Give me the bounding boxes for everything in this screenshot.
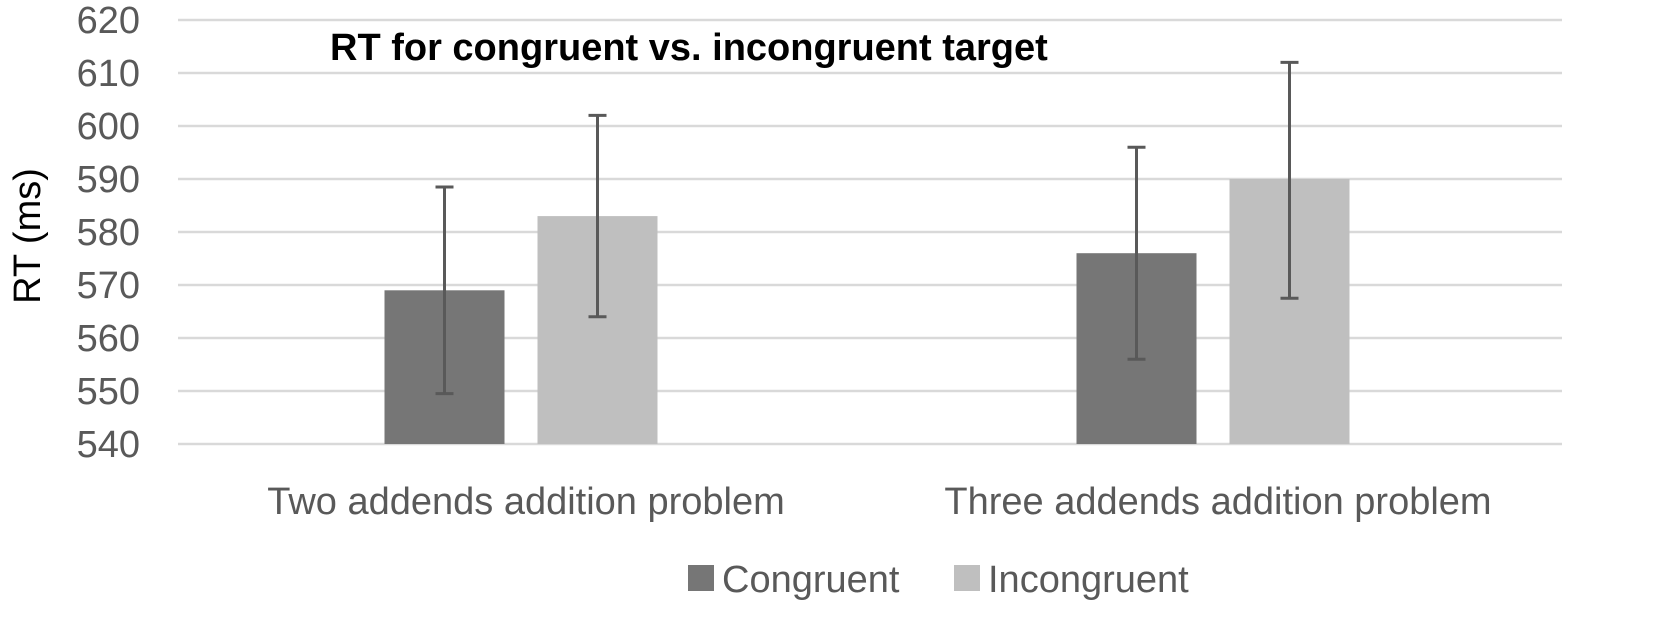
x-axis-categories: Two addends addition problem Three addend… — [267, 481, 1491, 523]
x-category-label: Three addends addition problem — [944, 481, 1491, 523]
legend-swatch-incongruent — [954, 565, 980, 591]
y-tick-label: 620 — [77, 0, 140, 42]
legend: Congruent Incongruent — [688, 559, 1189, 601]
y-tick-label: 610 — [77, 53, 140, 95]
y-tick-label: 580 — [77, 212, 140, 254]
y-tick-label: 560 — [77, 318, 140, 360]
x-category-label: Two addends addition problem — [267, 481, 785, 523]
y-tick-label: 600 — [77, 106, 140, 148]
y-tick-label: 570 — [77, 265, 140, 307]
y-tick-label: 550 — [77, 371, 140, 413]
y-tick-label: 540 — [77, 424, 140, 466]
y-tick-label: 590 — [77, 159, 140, 201]
legend-label-incongruent: Incongruent — [988, 559, 1189, 601]
chart-title: RT for congruent vs. incongruent target — [330, 27, 1048, 69]
error-bars — [435, 60, 1299, 396]
y-axis-title: RT (ms) — [7, 168, 49, 304]
bars — [384, 179, 1350, 444]
y-axis-ticks: 540 550 560 570 580 590 600 610 620 — [77, 0, 140, 466]
legend-swatch-congruent — [688, 565, 714, 591]
legend-label-congruent: Congruent — [722, 559, 900, 601]
